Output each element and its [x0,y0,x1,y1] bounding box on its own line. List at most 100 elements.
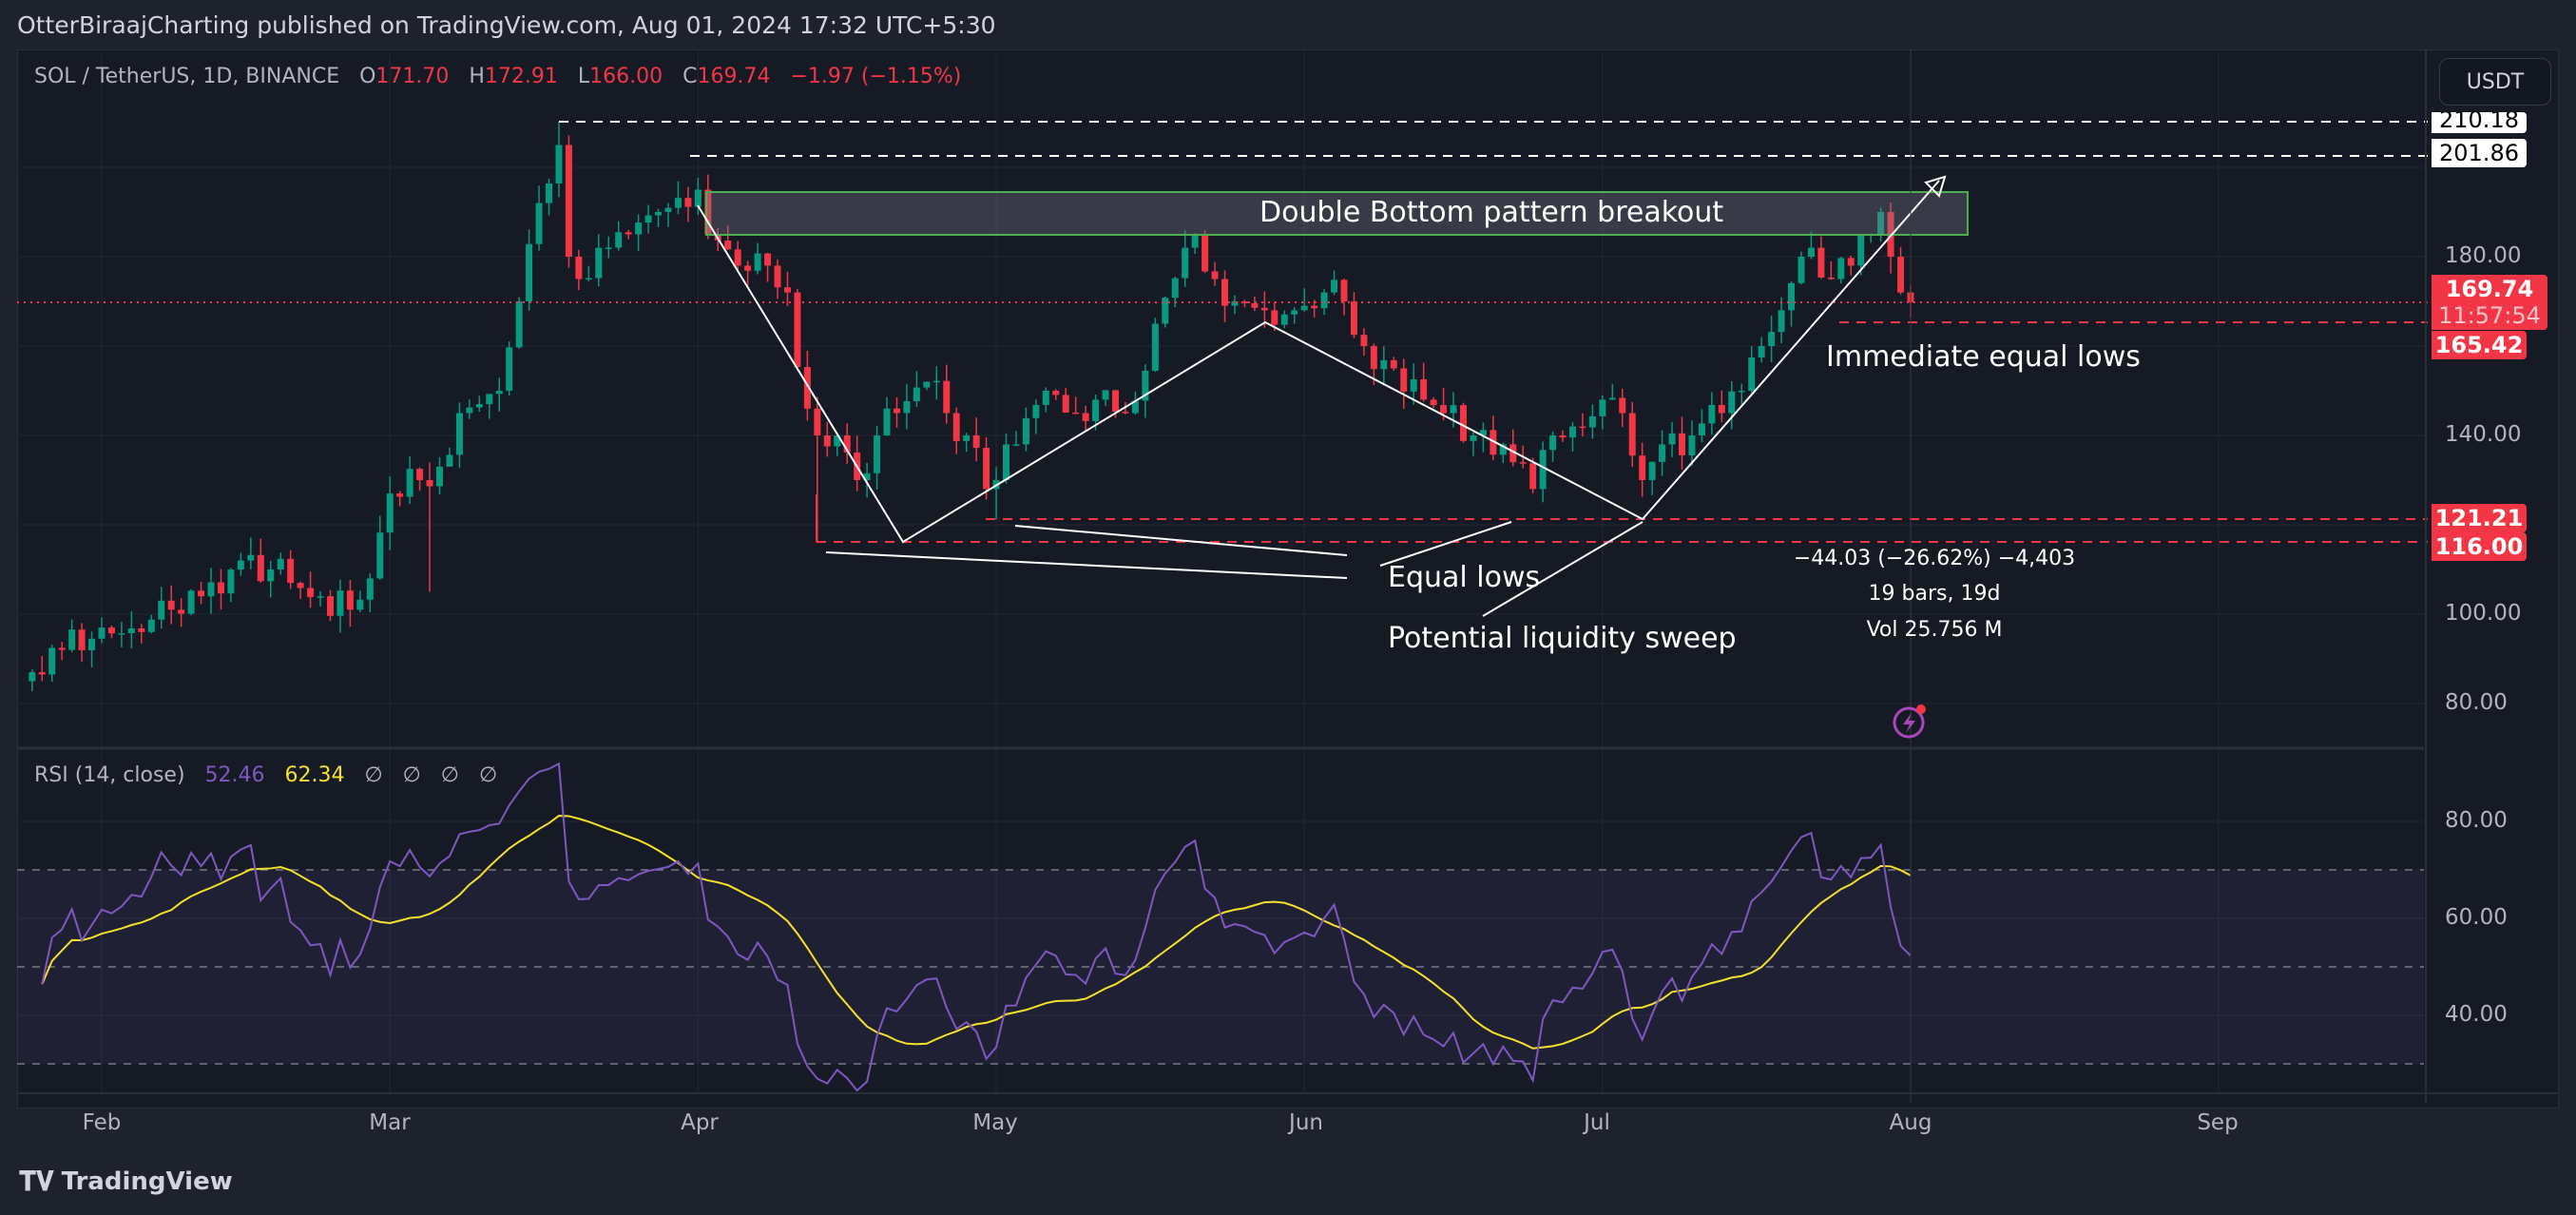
candle-body [1260,307,1268,311]
candle-body [1022,417,1029,445]
tradingview-logo[interactable]: 𝐓𝐕 TradingView [19,1166,233,1198]
rsi-line [41,762,1912,1092]
candle-body [1758,346,1765,358]
symbol-name[interactable]: SOL / TetherUS, 1D, BINANCE [34,65,340,88]
candle-body [1788,282,1796,311]
candle-body [1201,234,1209,272]
price-label-165: 165.42 [2432,331,2527,359]
close-value: 169.74 [697,65,771,88]
candle-body [356,599,364,610]
candle-body [158,600,165,620]
candle-body [1271,310,1278,325]
candle-body [1599,399,1606,416]
chart-panel[interactable] [17,49,2559,1109]
candle-body [1470,435,1477,441]
equal-lows-pointer[interactable] [1379,521,1512,567]
candle-body [893,408,900,414]
candle-body [167,600,175,610]
candle-body [1659,444,1666,462]
open-label: O [359,65,376,88]
rsi-extra: ∅ [478,763,498,787]
candle-body [664,207,672,212]
candle-body [107,627,115,634]
candle-body [455,413,463,455]
candle-body [38,672,46,675]
last-price-label: 169.74 11:57:54 [2432,275,2547,330]
candle-body [1509,444,1517,463]
candle-body [923,381,931,388]
candle-body [1082,413,1089,421]
alert-lightning-icon[interactable] [1893,706,1925,739]
candle-body [227,569,235,594]
candle-body [436,466,444,487]
candle-body [1142,370,1149,401]
candle-body [625,232,632,235]
symbol-legend: SOL / TetherUS, 1D, BINANCE O171.70 H172… [34,65,961,88]
candle-body [1400,368,1408,392]
candle-body [704,189,712,235]
equal-lows-line-1[interactable] [825,551,1348,579]
candle-body [1231,301,1239,306]
currency-button[interactable]: USDT [2439,58,2551,106]
candle-body [1062,395,1069,413]
candle-body [207,582,215,597]
candle-body [1012,444,1020,446]
candle-body [1579,426,1586,429]
candle-body [257,554,264,582]
candle-body [1350,301,1357,336]
candle-body [506,347,513,391]
candle-body [1360,335,1368,346]
double-bottom-zigzag[interactable] [697,180,1940,544]
candle-body [1639,455,1646,480]
immediate-equal-lows-label[interactable]: Immediate equal lows [1826,340,2141,374]
candle-body [475,404,483,408]
rsi-title[interactable]: RSI (14, close) [34,763,185,787]
candle-body [1131,400,1139,414]
candle-body [794,292,801,368]
candle-body [1490,430,1497,455]
open-value: 171.70 [375,65,450,88]
candle-body [823,435,831,447]
candle-body [1897,257,1905,293]
candle-body [118,633,125,635]
candle-body [1698,423,1705,435]
candle-body [575,257,583,280]
time-tick: Apr [681,1110,719,1135]
breakout-zone[interactable] [705,191,1969,236]
candle-body [595,247,603,279]
liquidity-sweep-label[interactable]: Potential liquidity sweep [1388,622,1737,655]
brand-name: TradingView [61,1167,233,1196]
candle-body [29,672,36,682]
candle-body [376,532,384,579]
low-label: L [577,65,590,88]
candle-body [297,583,304,588]
candle-body [843,435,851,453]
time-tick: Feb [82,1110,122,1135]
candle-body [1440,405,1448,414]
candle-body [1240,301,1248,303]
equal-lows-line-2[interactable] [1014,525,1348,556]
candle-body [783,287,791,293]
candle-body [1519,462,1527,464]
rsi-tick: 40.00 [2445,1002,2508,1027]
candle-body [287,558,295,584]
candle-body [1479,430,1487,435]
candle-body [217,582,224,594]
candle-body [1092,399,1100,421]
equal-lows-label[interactable]: Equal lows [1388,561,1541,594]
candle-body [565,145,572,257]
candle-body [78,629,86,650]
sweep-pointer[interactable] [1482,521,1644,617]
candle-body [1588,415,1596,428]
high-label: H [469,65,485,88]
breakout-label[interactable]: Double Bottom pattern breakout [1259,196,1724,229]
measure-bars: 19 bars, 19d [1868,582,2001,606]
candle-body [68,629,76,650]
candle-body [724,241,732,250]
candle-body [326,596,334,616]
candle-body [346,590,354,610]
candle-body [983,448,990,490]
candle-body [605,247,612,249]
candle-body [1768,332,1776,346]
